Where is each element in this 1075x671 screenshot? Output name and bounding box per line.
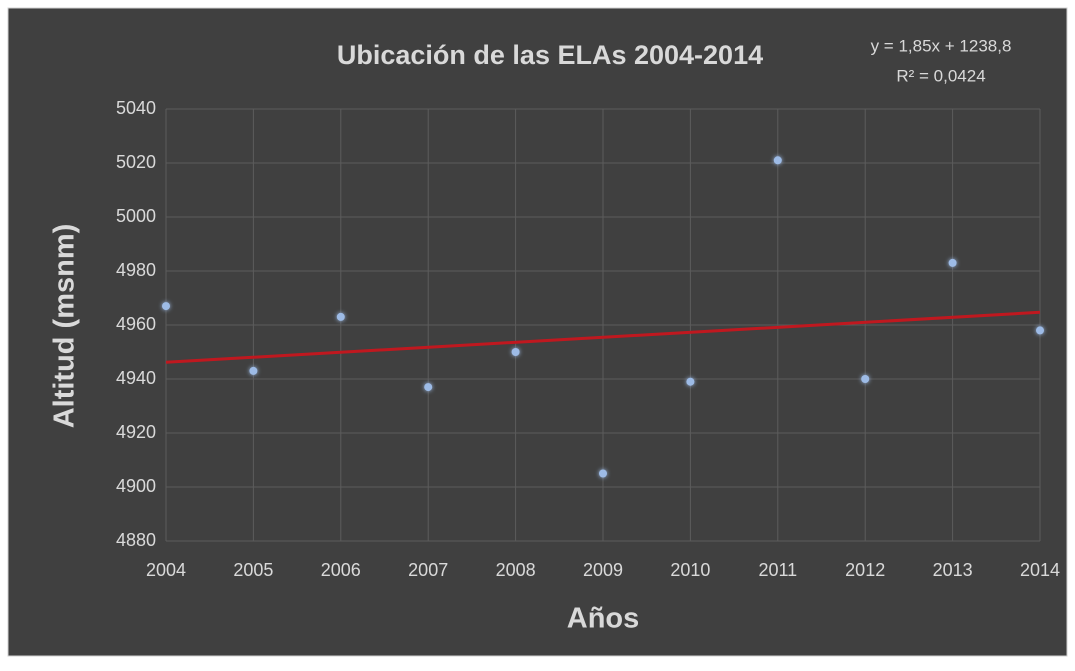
data-point xyxy=(686,377,695,386)
x-tick-label: 2005 xyxy=(233,560,273,580)
y-tick-label: 5040 xyxy=(116,98,156,118)
data-point xyxy=(162,302,170,311)
trendline-r2: R² = 0,0424 xyxy=(896,66,985,85)
trendline xyxy=(165,310,1041,364)
x-axis-label: Años xyxy=(567,603,640,635)
chart-background xyxy=(7,7,1068,657)
trendline-equation: y = 1,85x + 1238,8 xyxy=(871,36,1012,55)
x-tick-label: 2004 xyxy=(146,560,186,580)
x-tick-label: 2006 xyxy=(321,560,361,580)
data-point xyxy=(511,348,520,356)
x-tick-label: 2007 xyxy=(408,560,448,580)
data-point xyxy=(336,312,345,321)
y-tick-label: 4980 xyxy=(116,260,156,280)
x-tick-label: 2008 xyxy=(496,560,536,580)
y-axis-label: Altitud (msnm) xyxy=(49,224,81,429)
y-tick-label: 4880 xyxy=(116,530,156,550)
x-tick-label: 2012 xyxy=(845,560,885,580)
y-tick-label: 4900 xyxy=(116,476,156,496)
x-tick-label: 2009 xyxy=(583,560,623,580)
y-tick-label: 4960 xyxy=(116,314,156,334)
y-tick-label: 5020 xyxy=(116,152,156,172)
data-point xyxy=(249,366,258,375)
data-point xyxy=(948,258,957,267)
data-point xyxy=(773,156,782,165)
x-tick-label: 2014 xyxy=(1020,560,1060,580)
x-tick-label: 2011 xyxy=(758,560,797,580)
y-tick-label: 5000 xyxy=(116,206,156,226)
chart-title: Ubicación de las ELAs 2004-2014 xyxy=(337,40,763,70)
y-tick-label: 4920 xyxy=(116,422,156,442)
x-tick-label: 2010 xyxy=(670,560,710,580)
x-tick-label: 2013 xyxy=(933,560,973,580)
data-point xyxy=(1036,326,1044,335)
data-point xyxy=(424,383,433,392)
y-tick-label: 4940 xyxy=(116,368,156,388)
data-point xyxy=(861,375,870,383)
data-point xyxy=(599,469,607,478)
